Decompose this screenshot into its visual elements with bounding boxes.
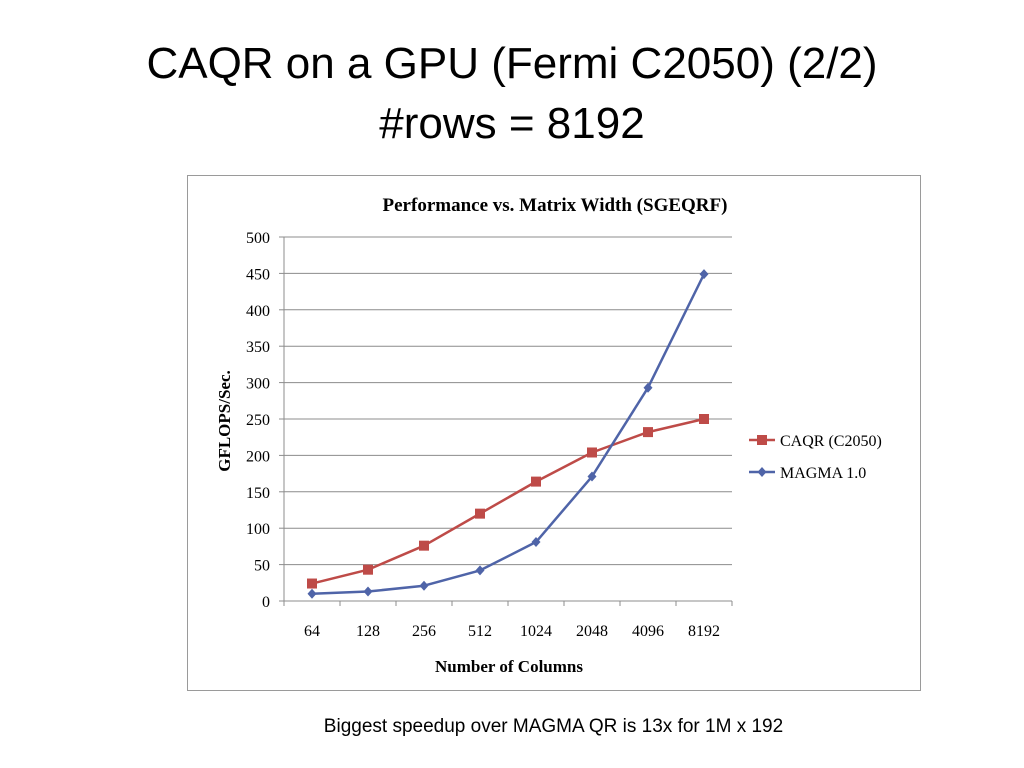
y-tick-label: 100 [246,521,270,538]
y-tick-label: 50 [254,558,270,575]
legend-label: CAQR (C2050) [780,433,882,450]
data-point [699,414,709,424]
slide-title: CAQR on a GPU (Fermi C2050) (2/2) #rows … [0,34,1024,154]
data-point [475,508,485,519]
y-tick-label: 0 [262,594,270,611]
y-tick-label: 500 [246,230,270,247]
chart-frame: Performance vs. Matrix Width (SGEQRF) GF… [187,175,921,691]
data-point [363,586,373,597]
x-tick-labels: 64 128 256 512 1024 2048 4096 8192 [304,623,720,640]
x-tick-label: 128 [356,623,380,640]
data-point [531,537,541,548]
x-tick-label: 8192 [688,623,720,640]
x-tick-label: 256 [412,623,436,640]
data-point [419,540,429,551]
data-point [531,476,541,487]
data-point [307,578,317,589]
grid-lines [279,236,732,602]
data-point [475,565,485,576]
series-line [311,417,705,585]
series-line [311,273,706,595]
x-tick-label: 1024 [520,623,552,640]
x-tick-label: 2048 [576,623,608,640]
data-point [307,588,317,599]
y-tick-label: 250 [246,412,270,429]
y-tick-label: 200 [246,448,270,465]
legend-item: CAQR (C2050) [749,433,882,450]
x-axis-label: Number of Columns [435,657,583,676]
data-point [419,580,429,591]
chart-title: Performance vs. Matrix Width (SGEQRF) [383,195,728,216]
x-tick-label: 512 [468,623,492,640]
y-tick-label: 300 [246,376,270,393]
slide-caption: Biggest speedup over MAGMA QR is 13x for… [323,716,784,737]
y-tick-label: 450 [246,266,270,283]
data-point [587,447,597,458]
legend-marker [757,467,767,477]
data-point [643,427,653,438]
x-tick-label: 4096 [632,623,664,640]
y-tick-labels: 0 50 100 150 200 250 300 350 400 450 500 [246,230,270,611]
series-1 [307,414,709,589]
data-point [363,564,373,575]
y-tick-label: 400 [246,303,270,320]
series [307,269,709,599]
data-point [699,269,709,280]
legend-item: MAGMA 1.0 [749,465,866,482]
legend-label: MAGMA 1.0 [780,465,866,482]
x-tick-label: 64 [304,623,320,640]
y-axis-label: GFLOPS/Sec. [215,370,234,472]
data-point [587,471,597,482]
y-tick-label: 150 [246,485,270,502]
series-2 [307,269,709,599]
line-chart: Performance vs. Matrix Width (SGEQRF) GF… [215,195,882,676]
slide-title-line-1: CAQR on a GPU (Fermi C2050) (2/2) [146,39,878,88]
axes [283,237,733,606]
y-tick-label: 350 [246,339,270,356]
legend-marker [757,435,767,445]
data-point [643,382,653,393]
legend: CAQR (C2050) MAGMA 1.0 [749,433,882,482]
slide-title-line-2: #rows = 8192 [379,99,645,148]
